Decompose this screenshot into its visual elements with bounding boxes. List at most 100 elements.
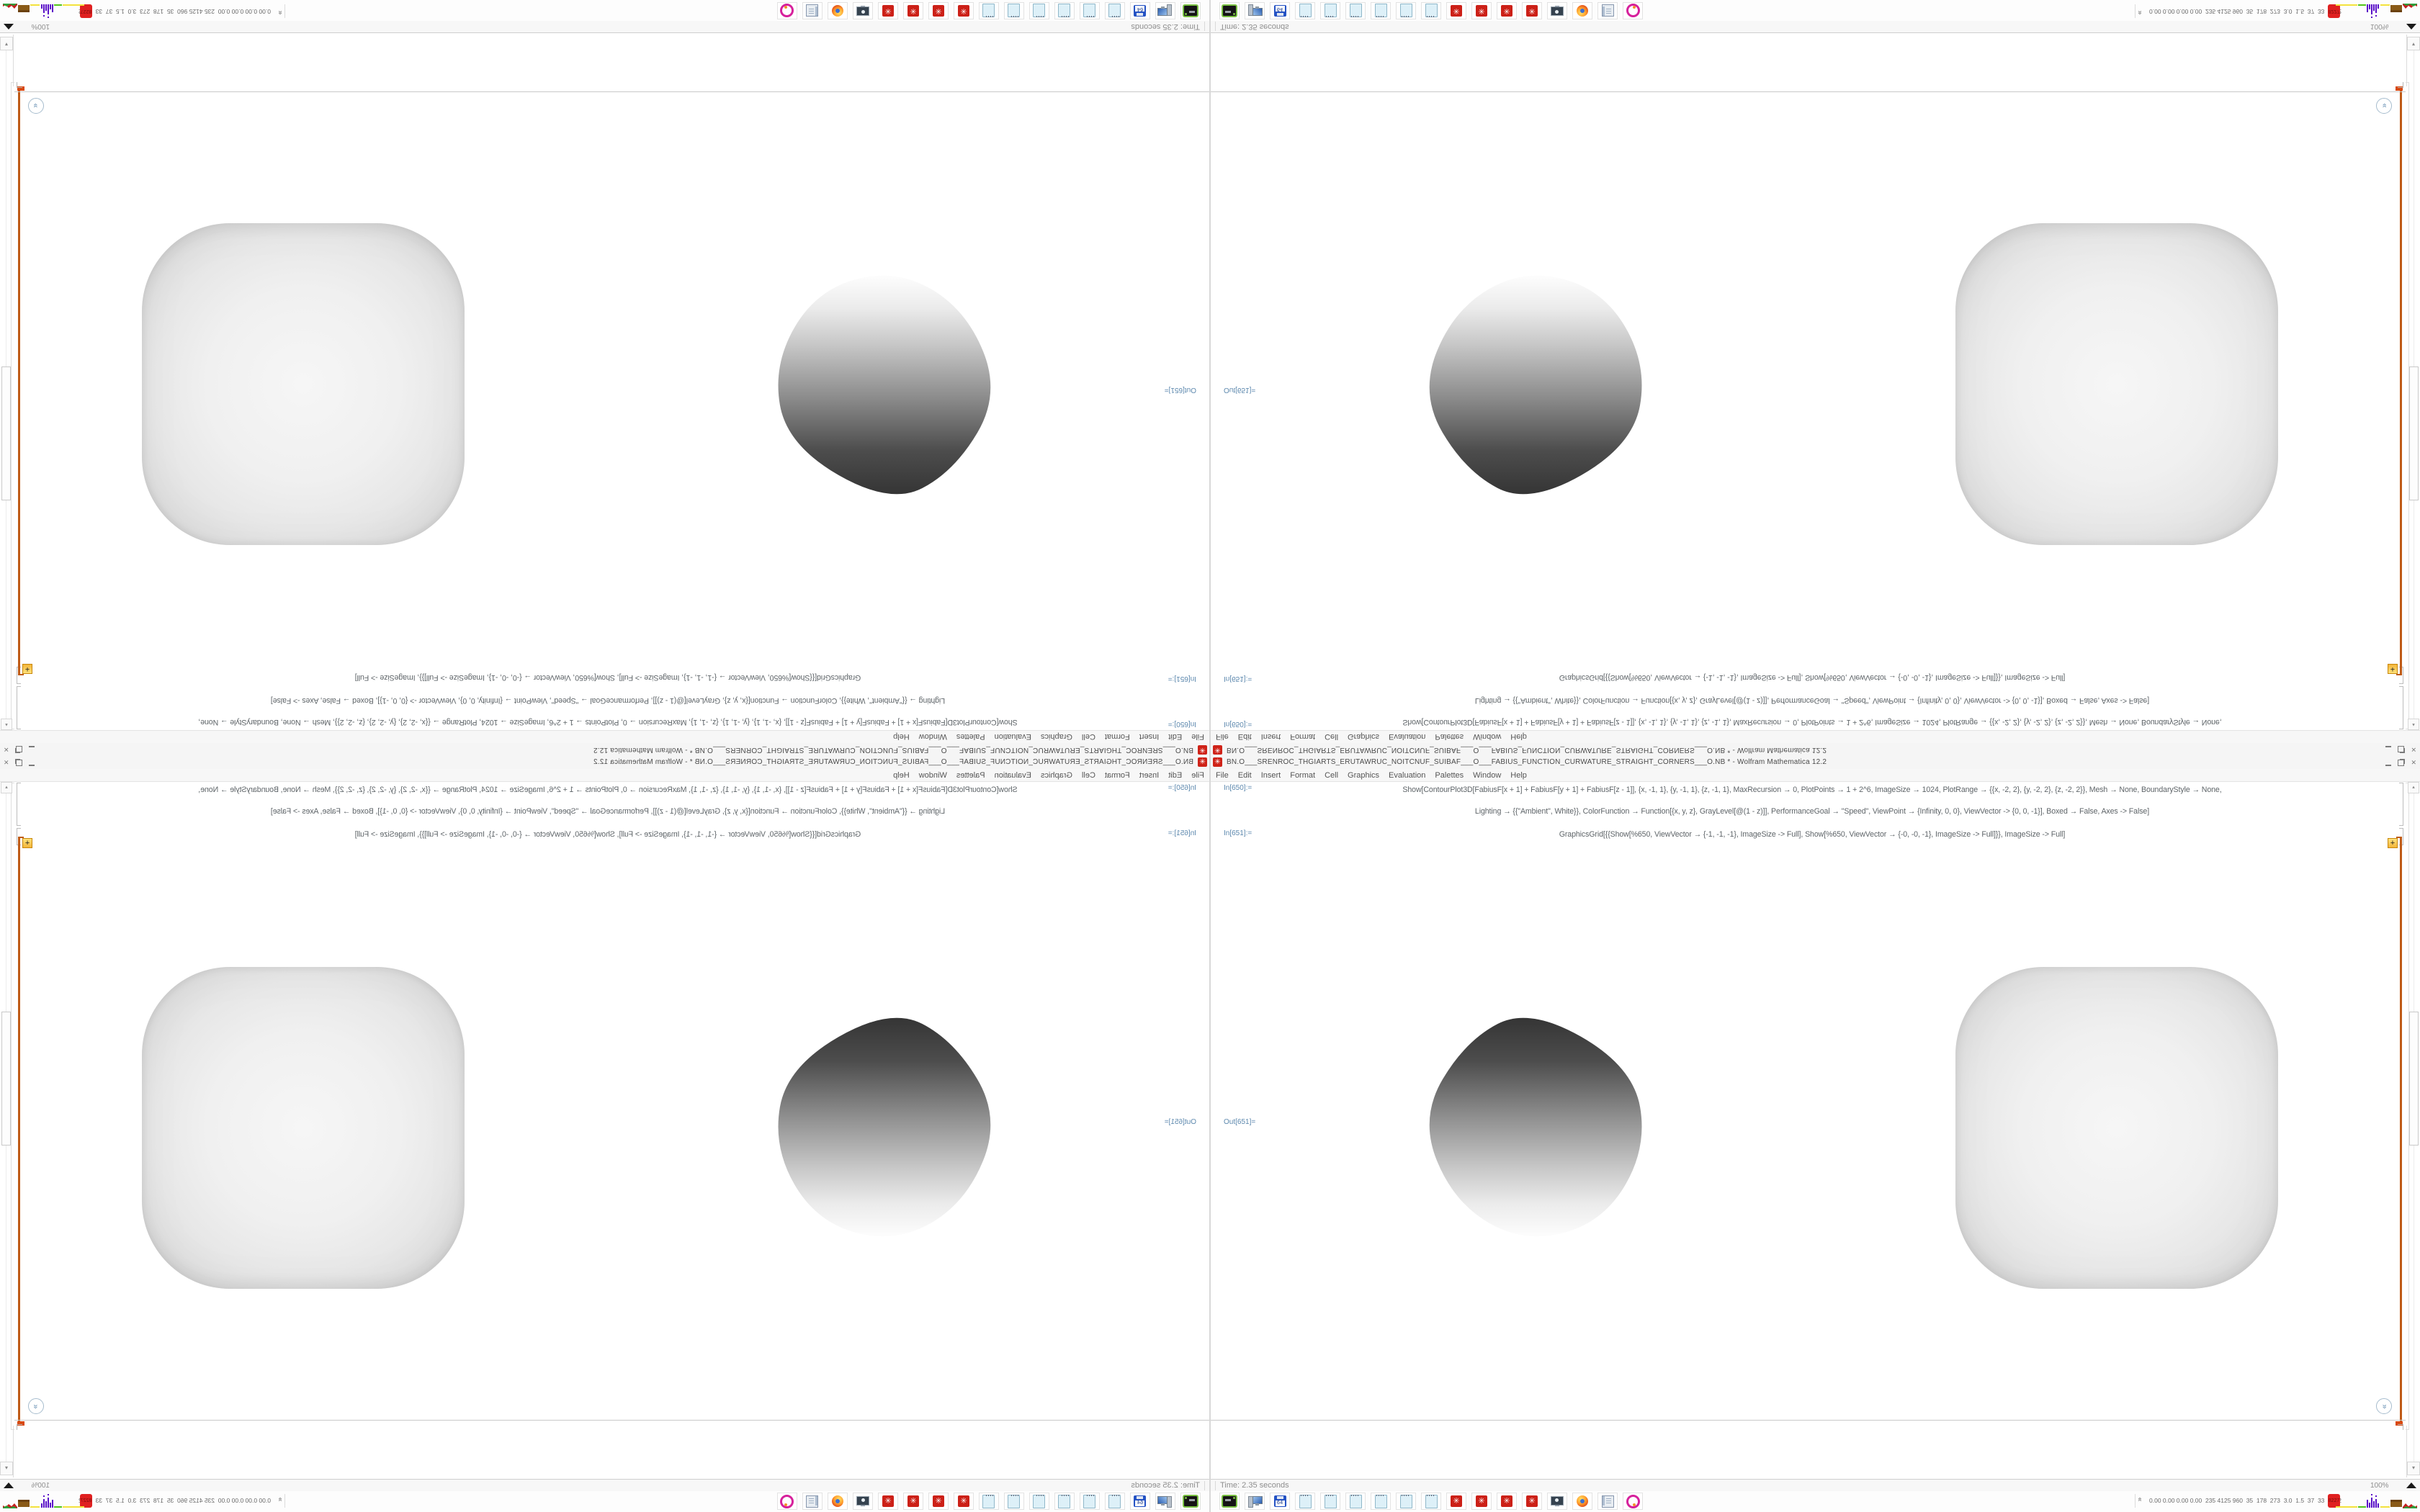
menu-graphics[interactable]: Graphics: [1348, 770, 1380, 780]
taskbar-item-magenta[interactable]: [777, 1493, 797, 1510]
taskbar-item-notepad-2[interactable]: [1320, 2, 1340, 19]
menu-palettes[interactable]: Palettes: [956, 770, 985, 780]
contour3d-top-view-blob[interactable]: [1955, 967, 2278, 1289]
scrollbar-up-arrow[interactable]: ▴: [2408, 782, 2419, 793]
restore-button[interactable]: [15, 746, 22, 753]
out-cell-bracket-selected[interactable]: [2400, 88, 2402, 675]
tray-collapse-chevron-icon[interactable]: «: [2136, 1497, 2144, 1500]
in651-code-line[interactable]: GraphicsGrid[{{Show[%650, ViewVector → {…: [354, 830, 861, 839]
tray-collapse-chevron-icon[interactable]: «: [2136, 12, 2144, 15]
tray-collapse-chevron-icon[interactable]: «: [276, 1497, 284, 1500]
scrollbar-lower-track[interactable]: [2406, 1426, 2407, 1477]
scrollbar-down-arrow[interactable]: ▾: [2407, 1462, 2420, 1475]
menu-cell[interactable]: Cell: [1325, 770, 1339, 780]
scrollbar-down-arrow[interactable]: ▾: [2407, 37, 2420, 50]
menu-file[interactable]: File: [1216, 732, 1229, 742]
menu-edit[interactable]: Edit: [1168, 770, 1183, 780]
menu-file[interactable]: File: [1191, 732, 1204, 742]
taskbar-item-notepad-2[interactable]: [1080, 2, 1100, 19]
out-cell-bracket-selected[interactable]: [18, 88, 20, 675]
taskbar-item-notepad-4[interactable]: [1371, 2, 1391, 19]
cell-insertion-line[interactable]: [1211, 1420, 2406, 1421]
taskbar-item-mathematica-1[interactable]: ✳: [1446, 2, 1466, 19]
taskbar-item-dosbox[interactable]: [1180, 2, 1201, 19]
magnification-triangle-icon[interactable]: [2406, 24, 2416, 30]
magnification-level[interactable]: 100%: [31, 22, 50, 30]
taskbar-item-notepad-6[interactable]: [979, 1493, 999, 1510]
taskbar-item-mathematica-4[interactable]: ✳: [1522, 1493, 1542, 1510]
insert-cell-plus-button[interactable]: +: [2388, 838, 2398, 848]
in651-code-line[interactable]: GraphicsGrid[{{Show[%650, ViewVector → {…: [1559, 830, 2066, 839]
in650-code-line1[interactable]: Show[ContourPlot3D[FabiusF[x + 1] + Fabi…: [198, 718, 1018, 726]
taskbar-item-scrolldoc[interactable]: [802, 2, 823, 19]
scroll-to-output-button[interactable]: »: [2376, 98, 2392, 114]
taskbar-item-computer[interactable]: [1155, 1493, 1175, 1510]
title-bar[interactable]: ✳ BN.O___SRENROC_THGIARTS_ERUTAWRUC_NOIT…: [0, 743, 1209, 756]
taskbar-item-scrolldoc[interactable]: [1597, 1493, 1618, 1510]
scrollbar-down-arrow[interactable]: ▾: [0, 37, 13, 50]
cell-bracket-in650[interactable]: [17, 686, 21, 729]
menu-format[interactable]: Format: [1104, 770, 1130, 780]
menu-evaluation[interactable]: Evaluation: [1389, 770, 1426, 780]
taskbar-item-notepad-3[interactable]: [1345, 2, 1366, 19]
taskbar-item-mathematica-2[interactable]: ✳: [928, 1493, 949, 1510]
cell-insertion-line[interactable]: [14, 1420, 1209, 1421]
taskbar-item-notepad-1[interactable]: [1295, 2, 1315, 19]
taskbar-item-mathematica-1[interactable]: ✳: [954, 2, 974, 19]
taskbar-item-dosbox[interactable]: [1219, 1493, 1240, 1510]
taskbar-item-notepad-5[interactable]: [1004, 2, 1024, 19]
contour3d-corner-view-blob[interactable]: [1418, 267, 1649, 508]
menu-cell[interactable]: Cell: [1081, 732, 1095, 742]
notebook-content[interactable]: In[650]:= Show[ContourPlot3D[FabiusF[x +…: [0, 782, 1209, 1479]
taskbar-item-mathematica-1[interactable]: ✳: [1446, 1493, 1466, 1510]
in650-code-line2[interactable]: Lighting → {{"Ambient", White}}, ColorFu…: [1474, 807, 2150, 816]
minimize-button[interactable]: [28, 746, 35, 748]
restore-button[interactable]: [2398, 759, 2405, 766]
scroll-to-output-button[interactable]: »: [2376, 1398, 2392, 1414]
taskbar-item-notepad-4[interactable]: [1029, 1493, 1049, 1510]
insert-cell-plus-button[interactable]: +: [2388, 664, 2398, 674]
menu-graphics[interactable]: Graphics: [1040, 770, 1072, 780]
taskbar-item-mathematica-2[interactable]: ✳: [1471, 1493, 1492, 1510]
taskbar-item-dosbox[interactable]: [1219, 2, 1240, 19]
scroll-to-output-button[interactable]: »: [28, 98, 44, 114]
scrollbar-down-arrow[interactable]: ▾: [0, 1462, 13, 1475]
in650-code-line1[interactable]: Show[ContourPlot3D[FabiusF[x + 1] + Fabi…: [1402, 718, 2222, 726]
scrollbar-thumb[interactable]: [2409, 1012, 2419, 1146]
taskbar-item-notepad-1[interactable]: [1105, 2, 1125, 19]
menu-file[interactable]: File: [1191, 770, 1204, 780]
taskbar-item-notepad-5[interactable]: [1396, 1493, 1416, 1510]
taskbar-item-magenta[interactable]: [1623, 1493, 1643, 1510]
taskbar-item-notepad-2[interactable]: [1320, 1493, 1340, 1510]
notebook-content[interactable]: In[650]:= Show[ContourPlot3D[FabiusF[x +…: [0, 33, 1209, 730]
restore-button[interactable]: [15, 759, 22, 766]
taskbar-item-notepad-6[interactable]: [1421, 1493, 1441, 1510]
taskbar-item-notepad-4[interactable]: [1371, 1493, 1391, 1510]
scrollbar-up-arrow[interactable]: ▴: [1, 719, 12, 730]
taskbar-item-screenrecorder[interactable]: [853, 2, 873, 19]
menu-insert[interactable]: Insert: [1260, 770, 1281, 780]
close-button[interactable]: ✕: [4, 759, 9, 766]
menu-file[interactable]: File: [1216, 770, 1229, 780]
menu-format[interactable]: Format: [1104, 732, 1130, 742]
scrollbar-thumb[interactable]: [1, 1012, 11, 1146]
contour3d-corner-view-blob[interactable]: [1418, 1004, 1649, 1245]
taskbar-item-notepad-1[interactable]: [1295, 1493, 1315, 1510]
close-button[interactable]: ✕: [2411, 759, 2416, 766]
menu-cell[interactable]: Cell: [1081, 770, 1095, 780]
in650-code-line1[interactable]: Show[ContourPlot3D[FabiusF[x + 1] + Fabi…: [1402, 786, 2222, 794]
menu-edit[interactable]: Edit: [1168, 732, 1183, 742]
scrollbar-thumb[interactable]: [1, 366, 11, 500]
magnification-triangle-icon[interactable]: [4, 24, 14, 30]
taskbar-item-notepad-5[interactable]: [1004, 1493, 1024, 1510]
menu-evaluation[interactable]: Evaluation: [1389, 732, 1426, 742]
scrollbar-thumb[interactable]: [2409, 366, 2419, 500]
close-button[interactable]: ✕: [2411, 746, 2416, 753]
menu-evaluation[interactable]: Evaluation: [994, 770, 1031, 780]
menu-palettes[interactable]: Palettes: [956, 732, 985, 742]
menu-palettes[interactable]: Palettes: [1435, 770, 1464, 780]
cell-group-bracket[interactable]: [2406, 783, 2409, 1430]
magnification-level[interactable]: 100%: [31, 1482, 50, 1490]
taskbar-item-notepad-3[interactable]: [1054, 2, 1075, 19]
tray-collapse-chevron-icon[interactable]: «: [276, 12, 284, 15]
